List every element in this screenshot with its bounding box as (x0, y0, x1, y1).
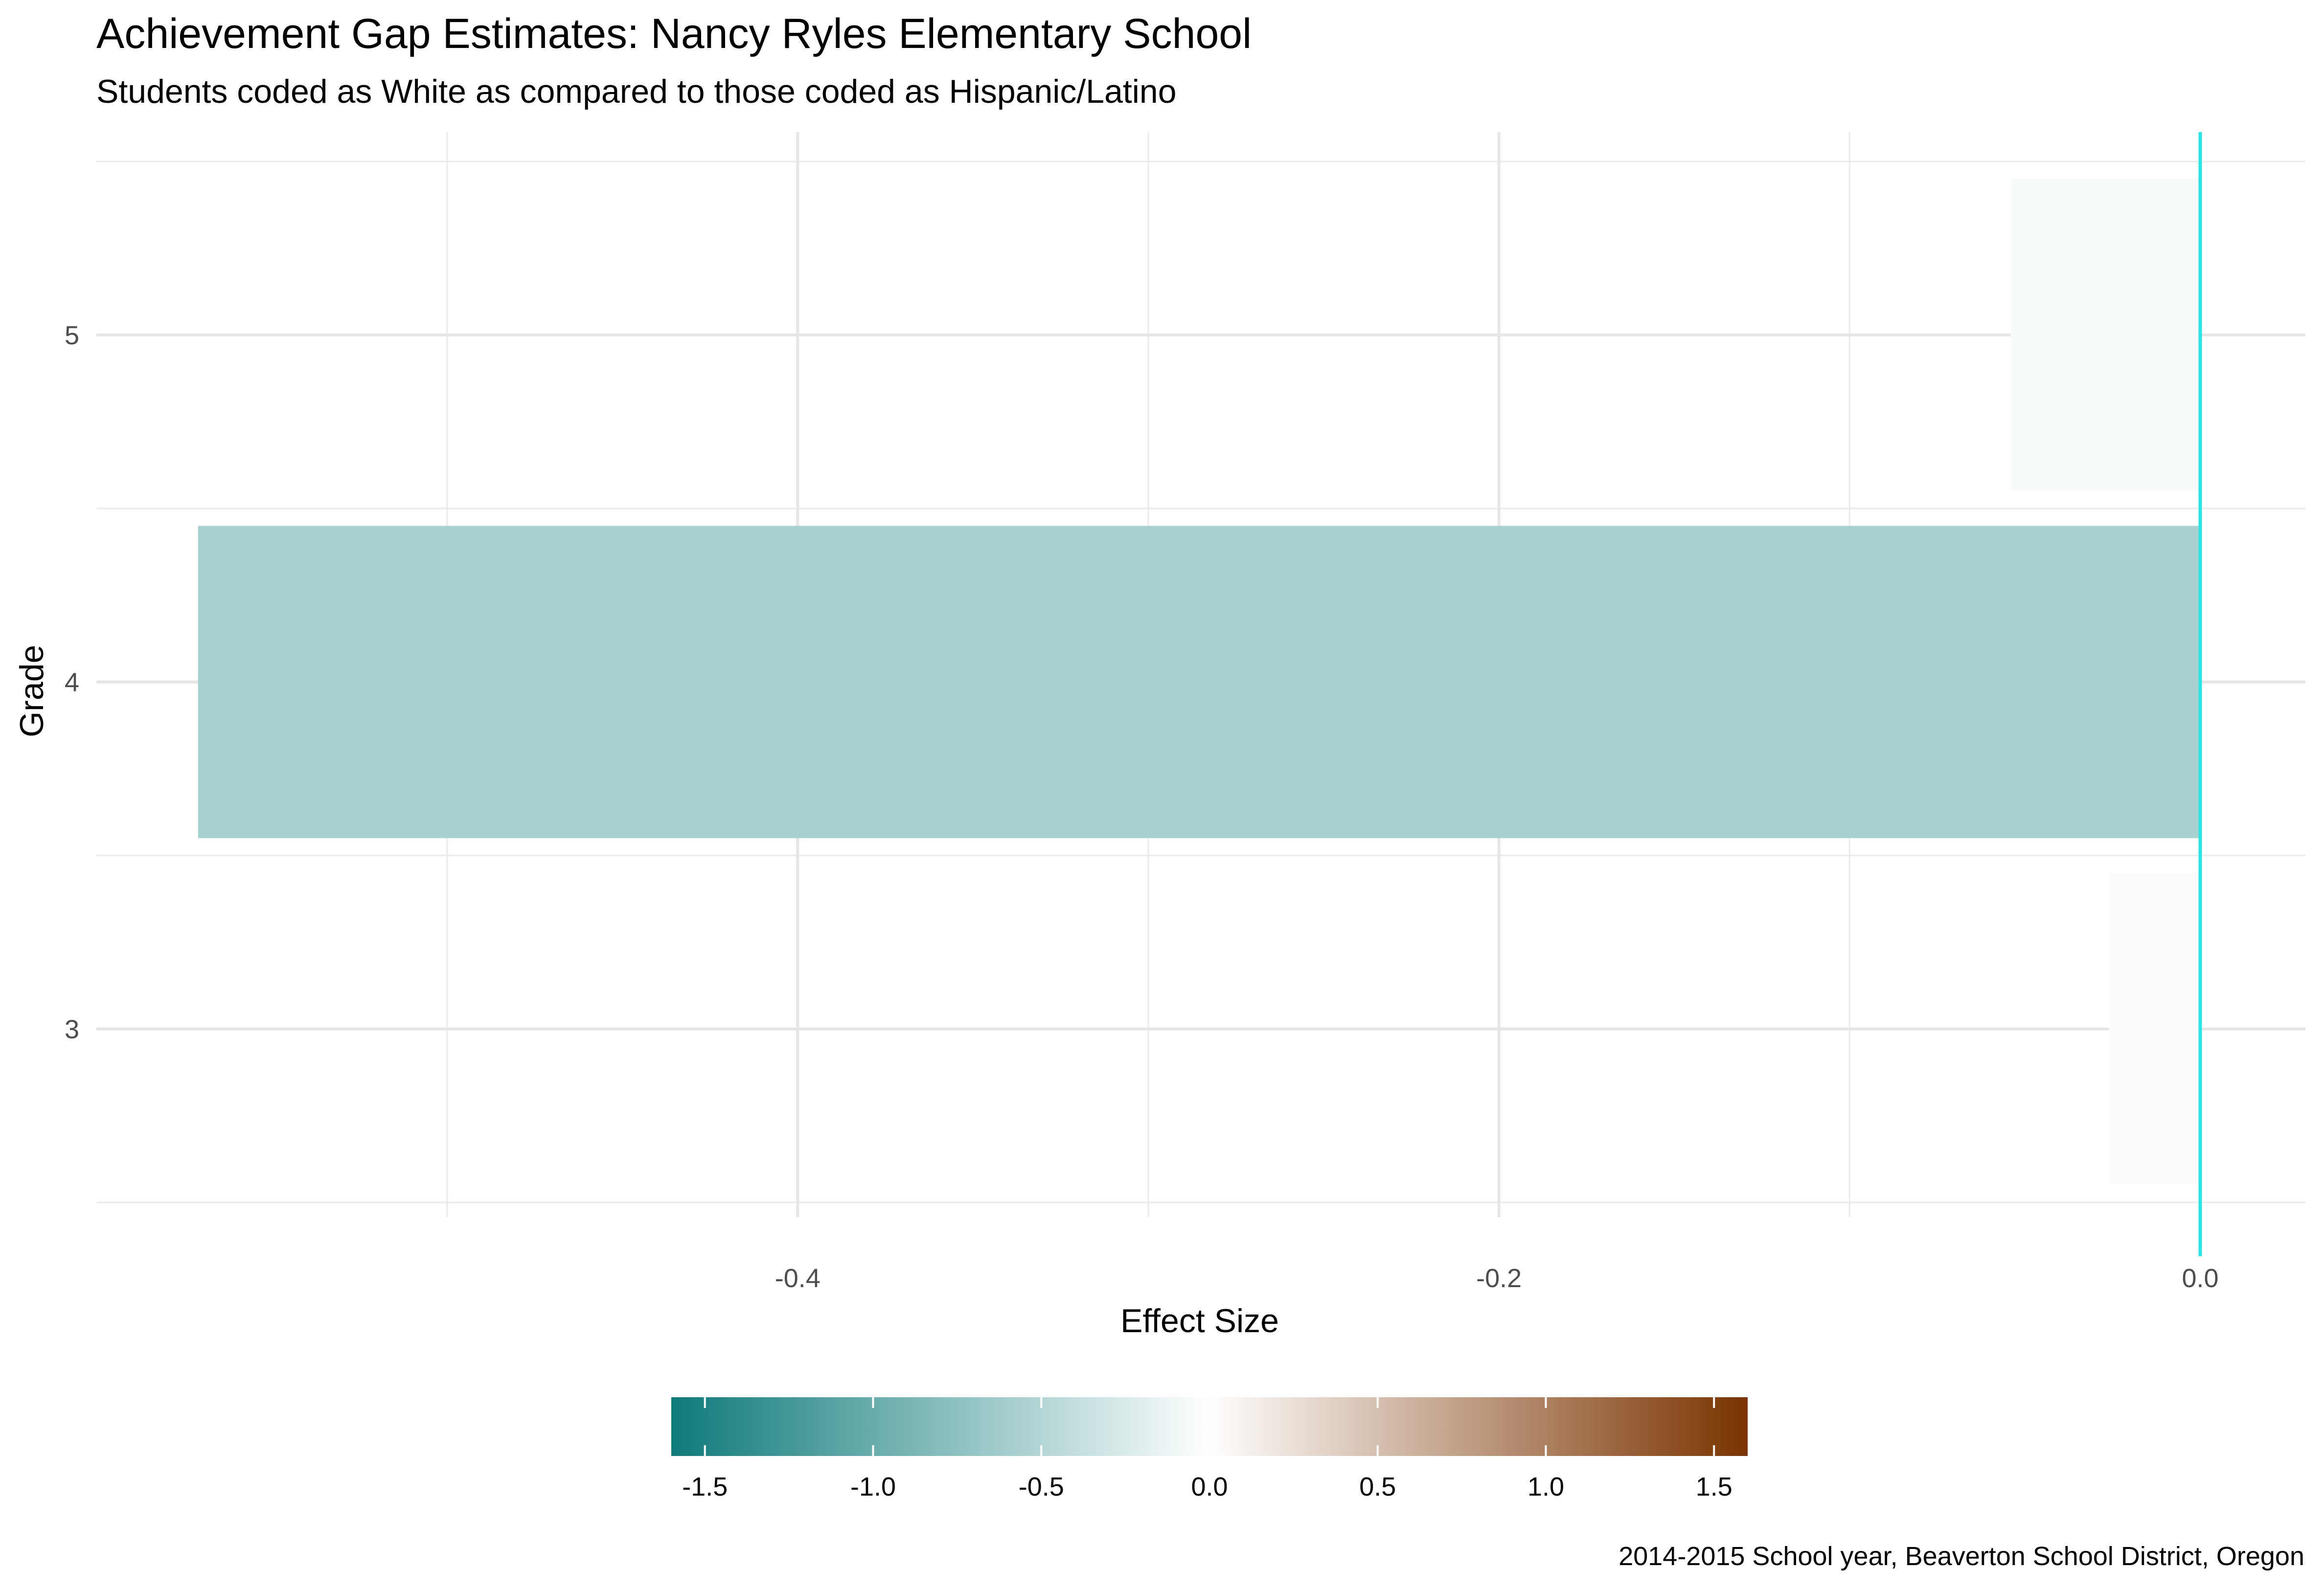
x-tick-label: -0.2 (1476, 1264, 1522, 1293)
legend-tick-label: 0.0 (1191, 1472, 1228, 1501)
caption: 2014-2015 School year, Beaverton School … (1618, 1542, 2304, 1571)
y-tick-label: 5 (65, 321, 79, 350)
legend-tick-label: -0.5 (1019, 1472, 1064, 1501)
legend-tick-label: 1.0 (1527, 1472, 1564, 1501)
bar-grade-4 (198, 526, 2201, 838)
x-axis-title: Effect Size (1120, 1302, 1279, 1339)
x-tick-label: 0.0 (2182, 1264, 2218, 1293)
bar-grade-5 (2011, 179, 2200, 491)
x-axis-ticks: -0.4 -0.2 0.0 (775, 1264, 2219, 1293)
legend-ticks: -1.5 -1.0 -0.5 0.0 0.5 1.0 1.5 (682, 1397, 1732, 1501)
legend-tick-label: 1.5 (1696, 1472, 1732, 1501)
bar-grade-3 (2109, 873, 2200, 1185)
y-tick-label: 4 (65, 668, 79, 697)
legend-tick-label: -1.0 (850, 1472, 896, 1501)
legend: -1.5 -1.0 -0.5 0.0 0.5 1.0 1.5 (671, 1397, 1748, 1501)
legend-tick-label: -1.5 (682, 1472, 728, 1501)
chart-subtitle: Students coded as White as compared to t… (96, 73, 1177, 110)
y-axis-ticks: 3 4 5 (65, 321, 79, 1044)
chart-title: Achievement Gap Estimates: Nancy Ryles E… (96, 10, 1252, 57)
bars (198, 179, 2201, 1185)
y-axis-title: Grade (13, 645, 50, 738)
legend-tick-label: 0.5 (1359, 1472, 1396, 1501)
x-tick-label: -0.4 (775, 1264, 820, 1293)
grid-minor (96, 132, 2305, 1217)
y-tick-label: 3 (65, 1015, 79, 1044)
